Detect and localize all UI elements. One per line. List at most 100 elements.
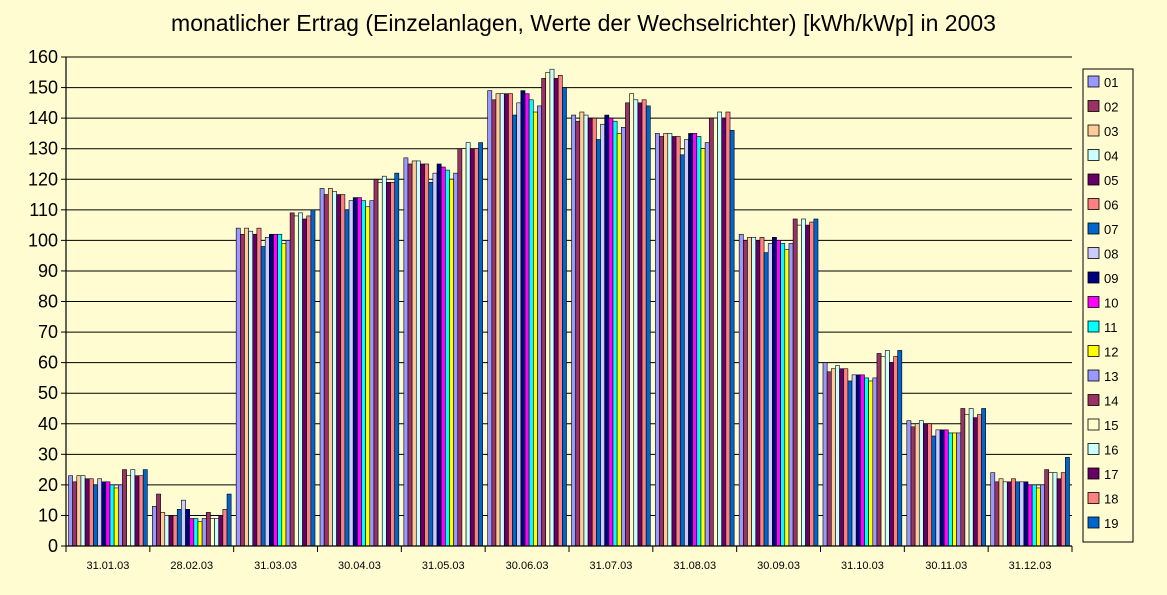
bar-series-13-30.09.03 xyxy=(788,243,794,547)
bar-series-04-31.05.03 xyxy=(415,160,421,547)
bar-series-03-30.06.03 xyxy=(495,93,501,547)
bar-series-13-31.07.03 xyxy=(620,126,626,547)
y-tick-label: 80 xyxy=(38,292,58,312)
bar-series-04-30.04.03 xyxy=(332,191,337,547)
x-tick-label: 31.03.03 xyxy=(254,560,297,572)
bar-series-11-30.09.03 xyxy=(780,243,786,547)
bar-series-03-30.11.03 xyxy=(914,423,920,547)
legend-swatch-09 xyxy=(1087,271,1100,284)
bar-series-02-30.09.03 xyxy=(743,240,748,547)
bar-series-01-31.05.03 xyxy=(403,157,409,547)
bar-series-01-31.01.03 xyxy=(68,475,73,547)
y-tick-label: 0 xyxy=(48,536,58,556)
y-tick-label: 130 xyxy=(28,139,58,159)
bar-series-16-31.08.03 xyxy=(717,111,723,547)
legend-swatch-02 xyxy=(1087,100,1100,112)
legend-swatch-12 xyxy=(1087,345,1100,357)
bar-series-18-31.05.03 xyxy=(474,148,479,547)
bar-series-06-31.05.03 xyxy=(424,163,430,547)
y-tick-label: 50 xyxy=(38,383,58,403)
bar-series-10-31.03.03 xyxy=(273,233,278,547)
legend-label-05: 05 xyxy=(1104,173,1118,188)
bar-series-01-31.08.03 xyxy=(655,133,660,547)
bar-series-17-31.03.03 xyxy=(302,218,308,547)
bar-series-07-31.07.03 xyxy=(596,139,601,547)
bar-series-05-31.05.03 xyxy=(420,163,425,547)
bar-series-16-30.11.03 xyxy=(968,408,974,547)
bar-series-05-28.02.03 xyxy=(168,515,174,547)
bar-series-07-30.06.03 xyxy=(512,114,518,547)
bar-series-13-31.05.03 xyxy=(453,172,459,547)
bar-series-10-30.04.03 xyxy=(357,197,362,547)
bar-series-01-30.06.03 xyxy=(487,90,493,547)
bar-series-08-30.06.03 xyxy=(516,102,522,547)
legend-label-07: 07 xyxy=(1104,222,1118,237)
bar-series-15-30.11.03 xyxy=(964,414,970,547)
bar-series-03-31.03.03 xyxy=(244,227,249,547)
bar-series-05-30.04.03 xyxy=(336,194,342,547)
y-tick-label: 40 xyxy=(38,414,58,434)
bar-series-07-31.12.03 xyxy=(1015,481,1021,547)
bar-series-06-31.12.03 xyxy=(1011,478,1016,547)
bar-series-12-31.10.03 xyxy=(868,380,874,547)
bar-series-06-31.01.03 xyxy=(88,478,94,547)
bar-series-18-31.12.03 xyxy=(1060,472,1066,547)
y-tick-label: 150 xyxy=(28,78,58,98)
bar-series-02-31.08.03 xyxy=(659,136,664,547)
y-tick-label: 100 xyxy=(28,230,58,250)
y-tick-label: 90 xyxy=(38,261,58,281)
x-tick-label: 30.06.03 xyxy=(506,560,549,572)
bar-series-18-31.01.03 xyxy=(138,475,144,547)
bar-series-19-31.01.03 xyxy=(142,469,148,547)
bar-series-01-31.12.03 xyxy=(990,472,996,547)
bar-series-05-31.08.03 xyxy=(671,136,677,547)
bar-series-17-30.06.03 xyxy=(553,78,559,547)
bar-series-09-31.07.03 xyxy=(604,114,610,547)
bar-series-18-31.10.03 xyxy=(893,356,898,547)
x-axis-ticks: 31.01.03 28.02.03 31.03.03 30.04.03 31.05.03… xyxy=(65,546,1073,572)
bar-series-08-30.11.03 xyxy=(935,429,941,547)
bar-series-10-31.07.03 xyxy=(608,117,614,547)
legend-label-09: 09 xyxy=(1104,271,1118,286)
bar-series-17-31.05.03 xyxy=(469,148,475,547)
bar-series-08-30.09.03 xyxy=(767,243,773,547)
legend-label-06: 06 xyxy=(1104,198,1118,213)
bar-series-11-31.12.03 xyxy=(1031,484,1037,547)
bar-series-11-28.02.03 xyxy=(193,518,199,547)
legend-label-14: 14 xyxy=(1104,394,1118,409)
bar-series-14-31.07.03 xyxy=(625,102,630,547)
x-tick-label: 31.08.03 xyxy=(673,560,716,572)
bar-series-14-31.08.03 xyxy=(708,117,714,547)
legend-label-02: 02 xyxy=(1104,100,1118,115)
bar-series-12-31.07.03 xyxy=(616,133,622,547)
bar-series-03-31.12.03 xyxy=(998,478,1004,547)
x-tick-label: 30.09.03 xyxy=(757,560,800,572)
bar-series-19-28.02.03 xyxy=(226,493,232,547)
bar-series-15-31.03.03 xyxy=(293,215,299,547)
y-tick-label: 60 xyxy=(38,353,58,373)
bar-series-09-30.06.03 xyxy=(520,90,526,547)
bar-series-10-30.09.03 xyxy=(776,240,781,547)
legend-label-17: 17 xyxy=(1104,467,1118,482)
bar-series-12-30.06.03 xyxy=(533,111,538,547)
bar-series-11-30.06.03 xyxy=(528,99,534,547)
bar-series-01-28.02.03 xyxy=(152,505,157,547)
bar-series-04-30.09.03 xyxy=(751,237,757,547)
bar-series-14-31.05.03 xyxy=(457,148,463,547)
y-axis-ticks: 0 10 20 30 40 50 60 70 80 90 100 110 120 130 140 150 160 xyxy=(28,47,66,556)
bar-series-08-31.01.03 xyxy=(97,478,102,547)
bar-series-19-31.03.03 xyxy=(310,209,316,547)
y-tick-label: 160 xyxy=(28,47,58,67)
bar-series-06-31.10.03 xyxy=(843,368,849,547)
bar-series-04-31.08.03 xyxy=(667,133,673,547)
bar-series-18-31.08.03 xyxy=(725,111,731,547)
bar-series-04-31.10.03 xyxy=(835,365,840,547)
bar-series-07-31.10.03 xyxy=(847,380,853,547)
bar-series-06-30.11.03 xyxy=(927,423,933,547)
bar-series-10-30.06.03 xyxy=(524,93,530,547)
bar-series-08-31.05.03 xyxy=(432,172,438,547)
bar-series-15-31.10.03 xyxy=(880,356,886,547)
bar-series-16-30.06.03 xyxy=(549,68,555,547)
bar-series-09-31.05.03 xyxy=(436,163,442,547)
